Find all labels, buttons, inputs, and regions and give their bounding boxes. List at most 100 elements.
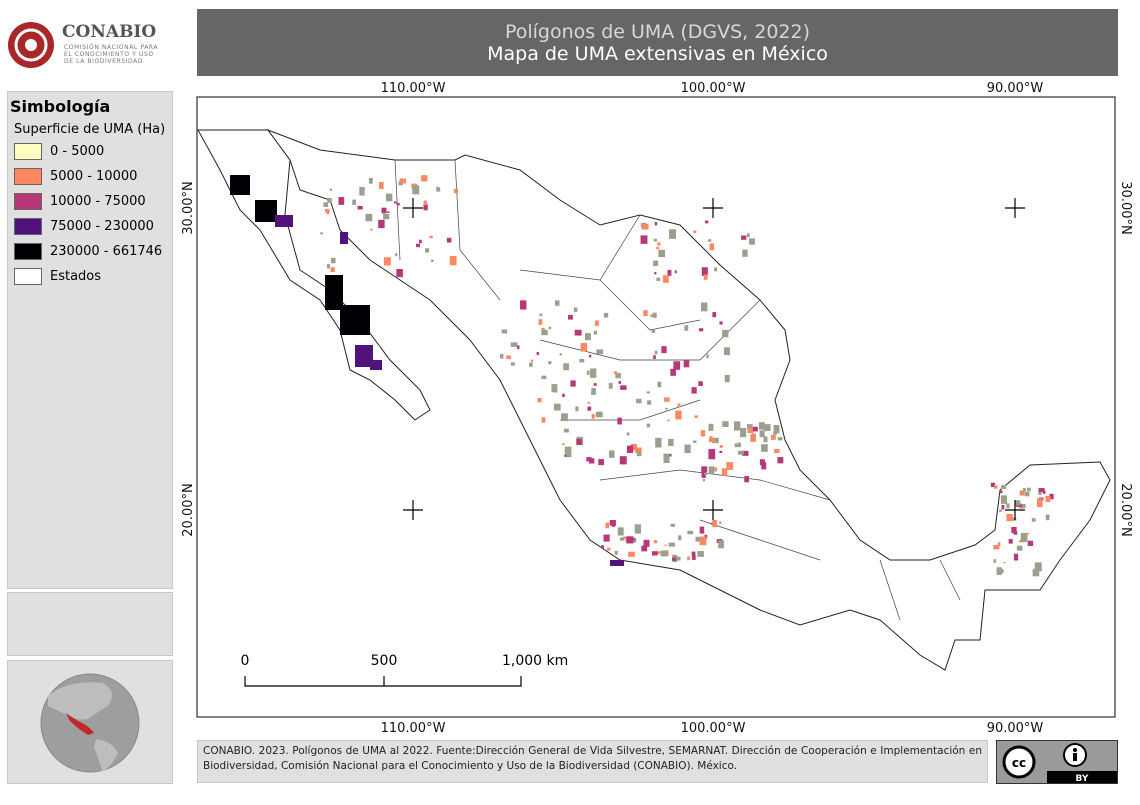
uma-patch [996,567,1002,575]
uma-patch [1019,539,1022,543]
title: Polígonos de UMA (DGVS, 2022) [504,21,811,43]
uma-patch [340,305,370,335]
uma-patch [1019,506,1023,509]
logo-subtitle: COMISIÓN NACIONAL PARA EL CONOCIMIENTO Y… [64,44,158,65]
uma-patch [324,208,330,213]
uma-patch [1034,562,1042,572]
uma-patch [510,362,515,366]
uma-patch [643,539,650,547]
uma-patch [771,434,776,440]
uma-patch [520,300,527,310]
globe-panel [7,660,173,784]
lon-label: 100.00°W [681,721,746,736]
uma-patch [393,201,397,204]
uma-patch [663,453,670,463]
scale-bar: 0 500 1,000 km [241,653,568,687]
uma-patch [579,358,585,363]
uma-patch [734,443,741,448]
uma-patch [606,547,611,551]
uma-patch [1038,491,1042,495]
uma-patch [660,550,668,557]
uma-patch [747,428,754,434]
legend-label: 10000 - 75000 [50,194,146,209]
empty-panel [7,592,173,656]
uma-patch [1006,513,1013,522]
uma-patch [587,406,592,411]
uma-patch [702,478,706,482]
uma-patch [425,248,430,253]
uma-patch [399,178,407,184]
uma-patch [500,354,504,359]
uma-patch [1013,553,1019,561]
uma-patch [449,256,457,266]
uma-patch [708,239,712,242]
uma-patch [564,446,572,458]
uma-patch [230,175,250,195]
uma-patch [719,445,723,448]
uma-patch [1006,503,1010,509]
uma-patch [395,253,398,257]
uma-patch [355,345,373,367]
uma-patch [737,450,744,455]
uma-patch [423,200,427,206]
uma-patch [559,353,562,356]
uma-patch [657,242,661,246]
uma-patch [742,249,748,257]
uma-patch [590,368,597,378]
logo-line: DE LA BIODIVERSIDAD [64,58,144,65]
uma-patch [352,199,357,205]
uma-patch [600,545,605,548]
uma-patch [628,551,635,557]
uma-patch [759,430,765,438]
uma-patch [684,444,691,454]
uma-patch [670,523,675,527]
uma-patch [359,187,365,196]
uma-patch [744,476,750,483]
uma-patch [654,222,658,226]
uma-patch [1001,505,1005,510]
uma-patch [715,438,718,441]
uma-patch [326,211,330,215]
uma-patch [555,300,560,306]
uma-patch [758,422,765,430]
uma-patch [1045,514,1050,521]
uma-patch [655,437,662,448]
map: 110.00°W 100.00°W 90.00°W 110.00°W 100.0… [181,81,1133,736]
subtitle: Mapa de UMA extensivas en México [487,43,828,65]
uma-patch [640,235,648,244]
uma-patch [999,490,1003,494]
lon-label: 110.00°W [381,721,446,736]
uma-patch [747,424,753,429]
uma-patch [626,432,630,436]
uma-patch [594,320,599,326]
uma-patch [614,550,618,555]
uma-patch [1026,532,1030,535]
uma-patch [1011,527,1017,534]
legend-swatch [14,143,42,160]
uma-patch [654,350,658,355]
uma-patch [548,326,552,330]
uma-patch [990,482,996,488]
uma-patch [687,556,690,561]
uma-patch [1036,498,1043,508]
uma-patch [746,233,750,238]
uma-patch [608,382,613,389]
uma-patch [643,310,648,317]
uma-patch [1049,493,1054,500]
uma-patch [537,398,542,403]
legend-label: 5000 - 10000 [50,169,138,184]
uma-patch [421,175,428,182]
uma-patch [327,263,330,269]
uma-patch [530,359,534,363]
uma-patch [431,259,434,262]
uma-patch [1003,562,1006,564]
uma-patch [626,445,634,453]
uma-patch [692,554,696,560]
uma-patch [740,428,747,438]
legend-swatch [14,218,42,235]
uma-patch [510,342,518,347]
uma-patch [1008,539,1013,544]
uma-patch [675,410,682,420]
uma-patch [759,459,765,466]
license-label: BY [1076,774,1089,783]
